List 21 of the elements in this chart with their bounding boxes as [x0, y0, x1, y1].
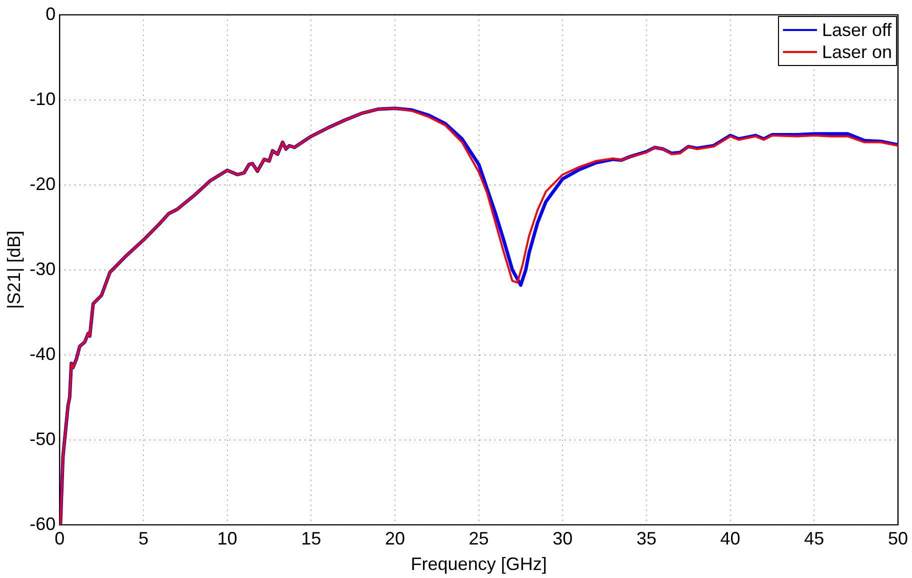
x-tick-label: 45 [804, 528, 824, 549]
y-tick-label: -30 [30, 258, 56, 279]
x-tick-label: 20 [384, 528, 405, 549]
y-tick-label: 0 [46, 4, 56, 24]
y-tick-label: -60 [30, 514, 56, 534]
y-tick-label: -50 [30, 428, 56, 449]
y-axis-title: |S21| [dB] [4, 230, 24, 310]
x-tick-label: 15 [301, 528, 322, 549]
x-tick-label: 40 [720, 528, 740, 549]
x-tick-label: 50 [888, 528, 908, 549]
x-tick-label: 25 [468, 528, 489, 549]
legend-label: Laser on [822, 40, 892, 63]
y-tick-label: -10 [30, 88, 56, 109]
y-tick-label: -20 [30, 174, 56, 194]
x-tick-label: 5 [138, 528, 148, 549]
legend-label: Laser off [822, 18, 892, 41]
x-tick-label: 10 [217, 528, 238, 549]
x-tick-label: 35 [636, 528, 656, 549]
x-tick-label: 30 [552, 528, 573, 549]
y-tick-label: -40 [30, 344, 56, 364]
x-axis-title: Frequency [GHz] [410, 554, 547, 574]
